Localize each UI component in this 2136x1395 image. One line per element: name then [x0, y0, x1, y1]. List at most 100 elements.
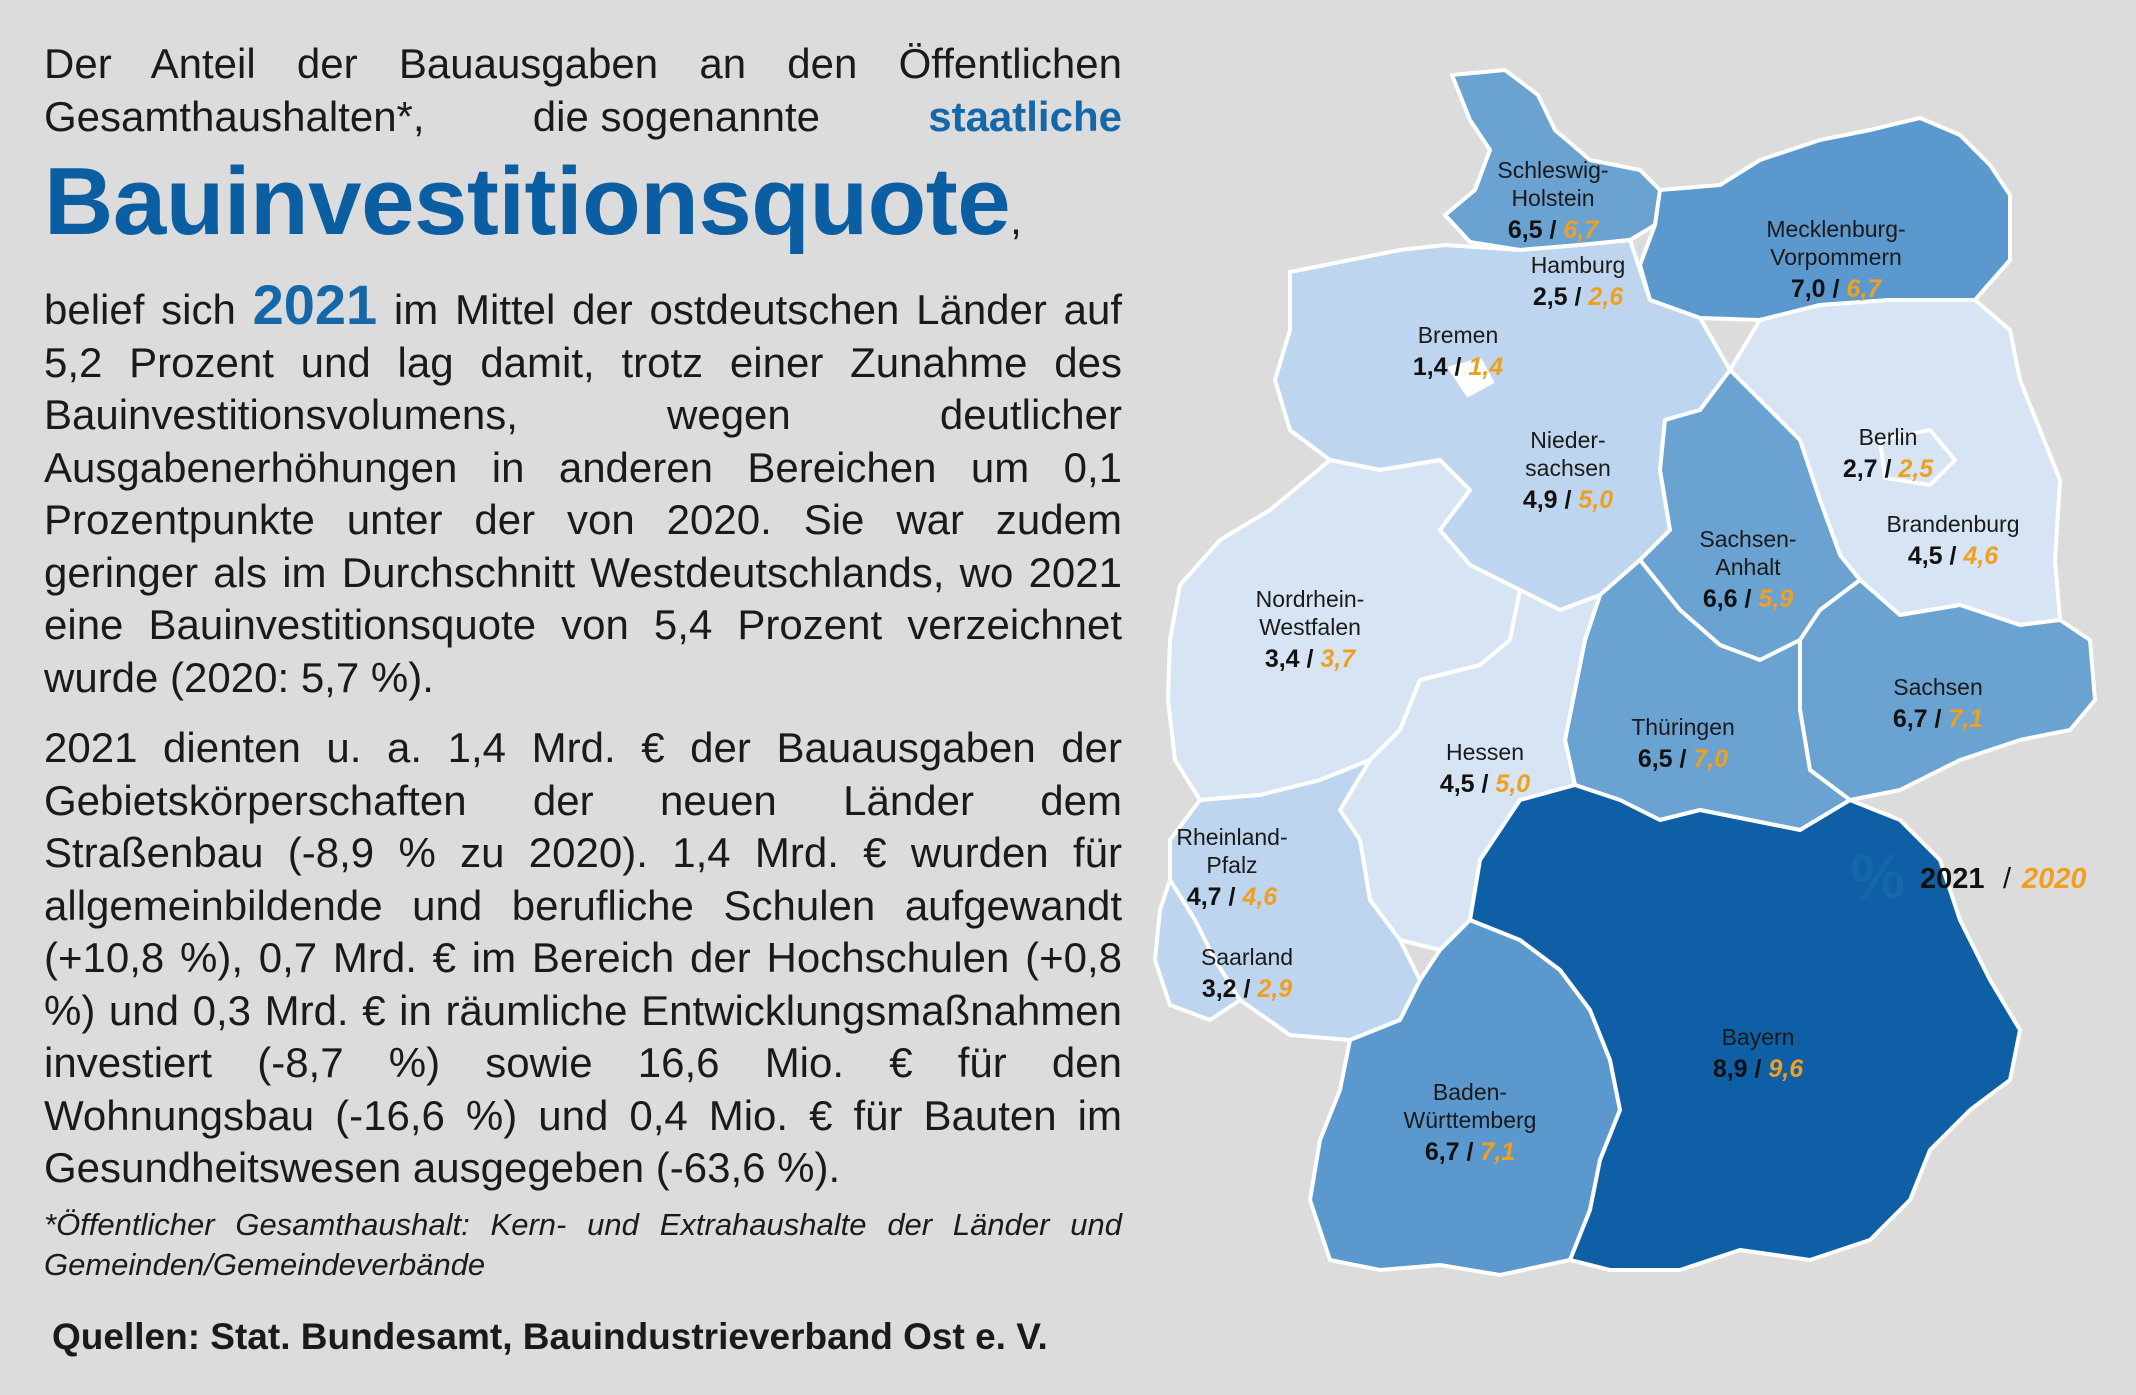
value-separator: / — [1943, 542, 1964, 570]
value-2020: 5,0 — [1578, 486, 1613, 514]
value-separator: / — [1222, 883, 1243, 911]
value-2020: 7,1 — [1948, 705, 1983, 733]
state-label-bremen: Bremen 1,4 / 1,4 — [1413, 322, 1503, 381]
value-separator: / — [1237, 975, 1258, 1003]
state-values: 4,5 / 4,6 — [1908, 542, 1999, 570]
value-2021: 3,4 — [1265, 645, 1300, 673]
state-label-mecklenburg-vorpommern: Mecklenburg-Vorpommern 7,0 / 6,7 — [1766, 216, 1905, 303]
state-name: Baden- — [1433, 1079, 1507, 1105]
state-berlin — [1878, 428, 1957, 487]
legend: % 2021 / 2020 — [1850, 843, 2087, 912]
value-separator: / — [1673, 745, 1694, 773]
state-values: 4,7 / 4,6 — [1187, 883, 1278, 911]
value-2021: 1,4 — [1413, 353, 1448, 381]
value-2021: 6,6 — [1703, 585, 1738, 613]
value-separator: / — [1568, 283, 1589, 311]
state-name: Schleswig- — [1497, 157, 1608, 183]
state-name: Bayern — [1722, 1024, 1795, 1050]
value-2021: 4,7 — [1187, 883, 1222, 911]
state-values: 6,5 / 7,0 — [1638, 745, 1728, 773]
value-separator: / — [1738, 585, 1759, 613]
state-name: Hamburg — [1531, 252, 1626, 278]
value-2020: 4,6 — [1241, 883, 1278, 911]
value-2021: 3,2 — [1202, 975, 1237, 1003]
state-name: Sachsen- — [1699, 526, 1796, 552]
state-label-bayern: Bayern 8,9 / 9,6 — [1713, 1024, 1804, 1083]
state-name: Rheinland- — [1176, 824, 1287, 850]
headline-text: Bauinvestitionsquote — [44, 148, 1011, 255]
value-2021: 6,7 — [1425, 1138, 1460, 1166]
state-label-baden-wuerttemberg: Baden-Württemberg 6,7 / 7,1 — [1404, 1079, 1537, 1166]
state-name: Anhalt — [1715, 554, 1781, 580]
state-label-sachsen: Sachsen 6,7 / 7,1 — [1893, 674, 1983, 733]
intro-line2: Gesamthaushalten*, die sogenannte staatl… — [44, 91, 1122, 144]
value-separator: / — [1826, 275, 1847, 303]
value-separator: / — [1748, 1055, 1769, 1083]
state-name: Mecklenburg- — [1766, 216, 1905, 242]
state-name: Vorpommern — [1770, 244, 1902, 270]
text-panel: Der Anteil der Bauausgaben an den Öffent… — [44, 38, 1122, 1395]
value-separator: / — [1460, 1138, 1481, 1166]
value-2020: 2,6 — [1587, 283, 1624, 311]
value-2020: 6,7 — [1563, 216, 1599, 244]
state-values: 6,5 / 6,7 — [1508, 216, 1599, 244]
state-label-schleswig-holstein: Schleswig-Holstein 6,5 / 6,7 — [1497, 157, 1608, 244]
state-values: 6,7 / 7,1 — [1893, 705, 1983, 733]
state-bremen — [1448, 358, 1494, 397]
state-values: 3,4 / 3,7 — [1265, 645, 1356, 673]
intro-highlight: staatliche — [928, 92, 1122, 140]
p1-after-year: im Mittel der ostdeutschen Länder auf 5,… — [44, 286, 1123, 701]
footnote: *Öffentlicher Gesamthaushalt: Kern- und … — [44, 1206, 1122, 1282]
state-values: 7,0 / 6,7 — [1791, 275, 1882, 303]
state-label-hessen: Hessen 4,5 / 5,0 — [1440, 739, 1530, 798]
value-2020: 7,0 — [1693, 745, 1728, 773]
state-name: Thüringen — [1631, 714, 1735, 740]
state-values: 4,5 / 5,0 — [1440, 770, 1530, 798]
state-values: 4,9 / 5,0 — [1523, 486, 1613, 514]
state-values: 6,7 / 7,1 — [1425, 1138, 1515, 1166]
state-name: Brandenburg — [1887, 511, 2020, 537]
state-values: 1,4 / 1,4 — [1413, 353, 1503, 381]
paragraph-1: belief sich 2021 im Mittel der ostdeutsc… — [44, 277, 1123, 704]
state-name: Berlin — [1859, 424, 1918, 450]
legend-year-2020: 2020 — [2021, 863, 2087, 895]
legend-percent-symbol: % — [1850, 843, 1905, 912]
value-2020: 3,7 — [1320, 645, 1356, 673]
state-bayern — [1468, 783, 2022, 1272]
value-2021: 7,0 — [1791, 275, 1826, 303]
value-2020: 7,1 — [1480, 1138, 1515, 1166]
value-2021: 6,7 — [1893, 705, 1928, 733]
state-label-berlin: Berlin 2,7 / 2,5 — [1843, 424, 1934, 483]
value-2020: 1,4 — [1468, 353, 1503, 381]
value-2021: 8,9 — [1713, 1055, 1748, 1083]
state-saarland — [1153, 878, 1242, 1022]
value-2020: 5,0 — [1495, 770, 1530, 798]
value-2020: 4,6 — [1962, 542, 1999, 570]
state-name: Nieder- — [1530, 427, 1605, 453]
state-values: 8,9 / 9,6 — [1713, 1055, 1804, 1083]
value-separator: / — [1878, 455, 1899, 483]
paragraph-2: 2021 dienten u. a. 1,4 Mrd. € der Bauaus… — [44, 724, 1122, 1191]
intro-line2a: Gesamthaushalten*, — [44, 92, 425, 140]
value-2021: 4,9 — [1523, 486, 1558, 514]
state-values: 2,5 / 2,6 — [1533, 283, 1624, 311]
value-2021: 2,5 — [1533, 283, 1568, 311]
state-name: Württemberg — [1404, 1107, 1537, 1133]
state-name: Pfalz — [1206, 852, 1257, 878]
state-name: Holstein — [1511, 185, 1594, 211]
state-name: sachsen — [1525, 455, 1611, 481]
value-2021: 6,5 — [1508, 216, 1543, 244]
intro-line1: Der Anteil der Bauausgaben an den Öffent… — [44, 40, 1122, 87]
state-label-saarland: Saarland 3,2 / 2,9 — [1201, 944, 1293, 1003]
value-separator: / — [1300, 645, 1321, 673]
value-separator: / — [1475, 770, 1496, 798]
state-label-rheinland-pfalz: Rheinland-Pfalz 4,7 / 4,6 — [1176, 824, 1287, 911]
intro-line2b: die sogenannte — [532, 92, 821, 140]
state-name: Saarland — [1201, 944, 1293, 970]
state-name: Sachsen — [1893, 674, 1983, 700]
state-label-brandenburg: Brandenburg 4,5 / 4,6 — [1887, 511, 2020, 570]
value-2021: 6,5 — [1638, 745, 1673, 773]
state-label-thueringen: Thüringen 6,5 / 7,0 — [1631, 714, 1735, 773]
value-2020: 6,7 — [1846, 275, 1882, 303]
